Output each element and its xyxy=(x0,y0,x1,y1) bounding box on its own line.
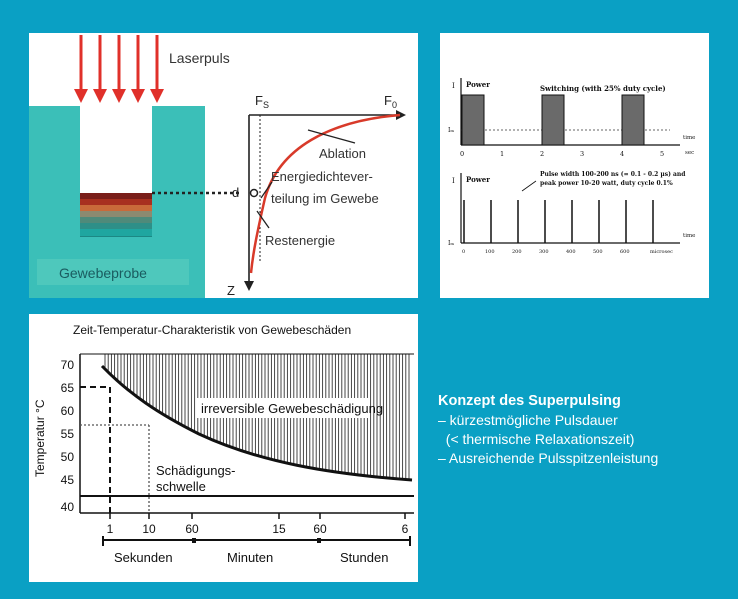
laser-arrows xyxy=(74,35,164,103)
superpulse-tick: 600 xyxy=(620,249,630,255)
damage-x-tick: 6 xyxy=(402,522,409,536)
switching-tick: 3 xyxy=(580,150,584,158)
superpulse-tick: 200 xyxy=(512,249,522,255)
laser-arrow xyxy=(112,35,126,103)
damage-threshold-curve xyxy=(100,364,413,482)
unit-minuten: Minuten xyxy=(227,550,273,565)
superpulse-chart: I Power Pulse width 100-200 ns (= 0.1 - … xyxy=(448,171,695,255)
damage-y-tick: 50 xyxy=(61,450,75,464)
laser-arrow xyxy=(131,35,145,103)
superpulse-note-pointer xyxy=(521,180,537,192)
energie-label-1: Energiedichtever- xyxy=(271,169,373,184)
laser-ablation-diagram: Laserpuls Gewebeprobe xyxy=(29,33,418,298)
superpulse-time-label: time xyxy=(683,233,695,239)
unit-stunden: Stunden xyxy=(340,550,388,565)
superpulsing-concept: Konzept des Superpulsing – kürzestmöglic… xyxy=(438,392,728,468)
concept-title: Konzept des Superpulsing xyxy=(438,393,621,409)
switching-time-label: time xyxy=(683,135,695,141)
switching-pulse xyxy=(621,94,645,146)
z-label: Z xyxy=(227,283,235,298)
superpulse-y-axis-label: I xyxy=(452,177,455,185)
switching-tick: 5 xyxy=(660,150,664,158)
switching-y-axis-label: I xyxy=(452,82,455,90)
laserpuls-label: Laserpuls xyxy=(169,50,230,66)
tissue-sample: Gewebeprobe xyxy=(29,106,205,298)
superpulse-note-1: Pulse width 100-200 ns (= 0.1 - 0.2 µs) … xyxy=(540,171,686,178)
damage-y-tick: 55 xyxy=(61,427,75,441)
energie-pointer xyxy=(260,181,273,199)
concept-item: – kürzestmögliche Pulsdauer xyxy=(438,412,618,428)
laser-arrow xyxy=(150,35,164,103)
damage-y-tick: 70 xyxy=(61,358,75,372)
energy-axes xyxy=(244,110,406,291)
fs-label: FS xyxy=(255,93,269,110)
superpulse-power-label: Power xyxy=(466,175,490,184)
superpulse-tick: 100 xyxy=(485,249,495,255)
time-unit-scale xyxy=(102,536,411,546)
energie-label-2: teilung im Gewebe xyxy=(271,191,379,206)
superpulse-tick: 500 xyxy=(593,249,603,255)
schwelle-label-2: schwelle xyxy=(156,479,206,494)
superpulse-unit-label: microsec xyxy=(650,249,673,255)
damage-title: Zeit-Temperatur-Charakteristik von Geweb… xyxy=(73,323,351,337)
d-label: d xyxy=(232,185,239,200)
damage-y-tick: 40 xyxy=(61,500,75,514)
power-pulse-diagram: I Power Switching (with 25% duty cycle) … xyxy=(440,33,709,298)
superpulse-tick: 400 xyxy=(566,249,576,255)
depth-point xyxy=(249,188,259,198)
laser-arrow xyxy=(93,35,107,103)
unit-sekunden: Sekunden xyxy=(114,550,173,565)
superpulse-tick: 300 xyxy=(539,249,549,255)
damage-y-tick: 65 xyxy=(61,381,75,395)
switching-title: Switching (with 25% duty cycle) xyxy=(540,84,666,93)
switching-tick: 4 xyxy=(620,150,624,158)
damage-y-tick: 60 xyxy=(61,404,75,418)
restenergie-pointer xyxy=(256,210,270,229)
irreversible-label: irreversible Gewebeschädigung xyxy=(201,401,383,416)
switching-tick: 2 xyxy=(540,150,544,158)
switching-tick: 0 xyxy=(460,150,464,158)
switching-pulse xyxy=(541,94,565,146)
switching-tick: 1 xyxy=(500,150,504,158)
concept-item: (< thermische Relaxationszeit) xyxy=(438,431,635,447)
ablation-label: Ablation xyxy=(319,146,366,161)
f0-label: F0 xyxy=(384,93,397,110)
switching-unit-label: sec xyxy=(685,150,694,156)
damage-x-tick: 15 xyxy=(272,522,286,536)
damage-x-tick: 10 xyxy=(142,522,156,536)
gewebeprobe-label: Gewebeprobe xyxy=(59,265,147,281)
switching-pulse xyxy=(461,94,485,146)
switching-power-label: Power xyxy=(466,80,490,89)
restenergie-label: Restenergie xyxy=(265,233,335,248)
superpulse-tick: 0 xyxy=(462,249,465,255)
damage-y-label: Temperatur °C xyxy=(33,399,47,477)
laser-arrow xyxy=(74,35,88,103)
damage-x-tick: 60 xyxy=(313,522,327,536)
concept-item: – Ausreichende Pulsspitzenleistung xyxy=(438,450,659,466)
superpulse-im-label: Iₘ xyxy=(448,240,454,247)
switching-im-label: Iₘ xyxy=(448,127,454,134)
switching-chart: I Power Switching (with 25% duty cycle) … xyxy=(448,78,695,158)
damage-threshold-chart: Zeit-Temperatur-Charakteristik von Geweb… xyxy=(29,314,418,582)
damage-y-tick: 45 xyxy=(61,473,75,487)
damage-x-tick: 1 xyxy=(107,522,114,536)
schwelle-label-1: Schädigungs- xyxy=(156,463,236,478)
damage-x-tick: 60 xyxy=(185,522,199,536)
superpulse-note-2: peak power 10-20 watt, duty cycle 0.1% xyxy=(540,180,673,187)
ablation-pointer xyxy=(307,129,356,144)
